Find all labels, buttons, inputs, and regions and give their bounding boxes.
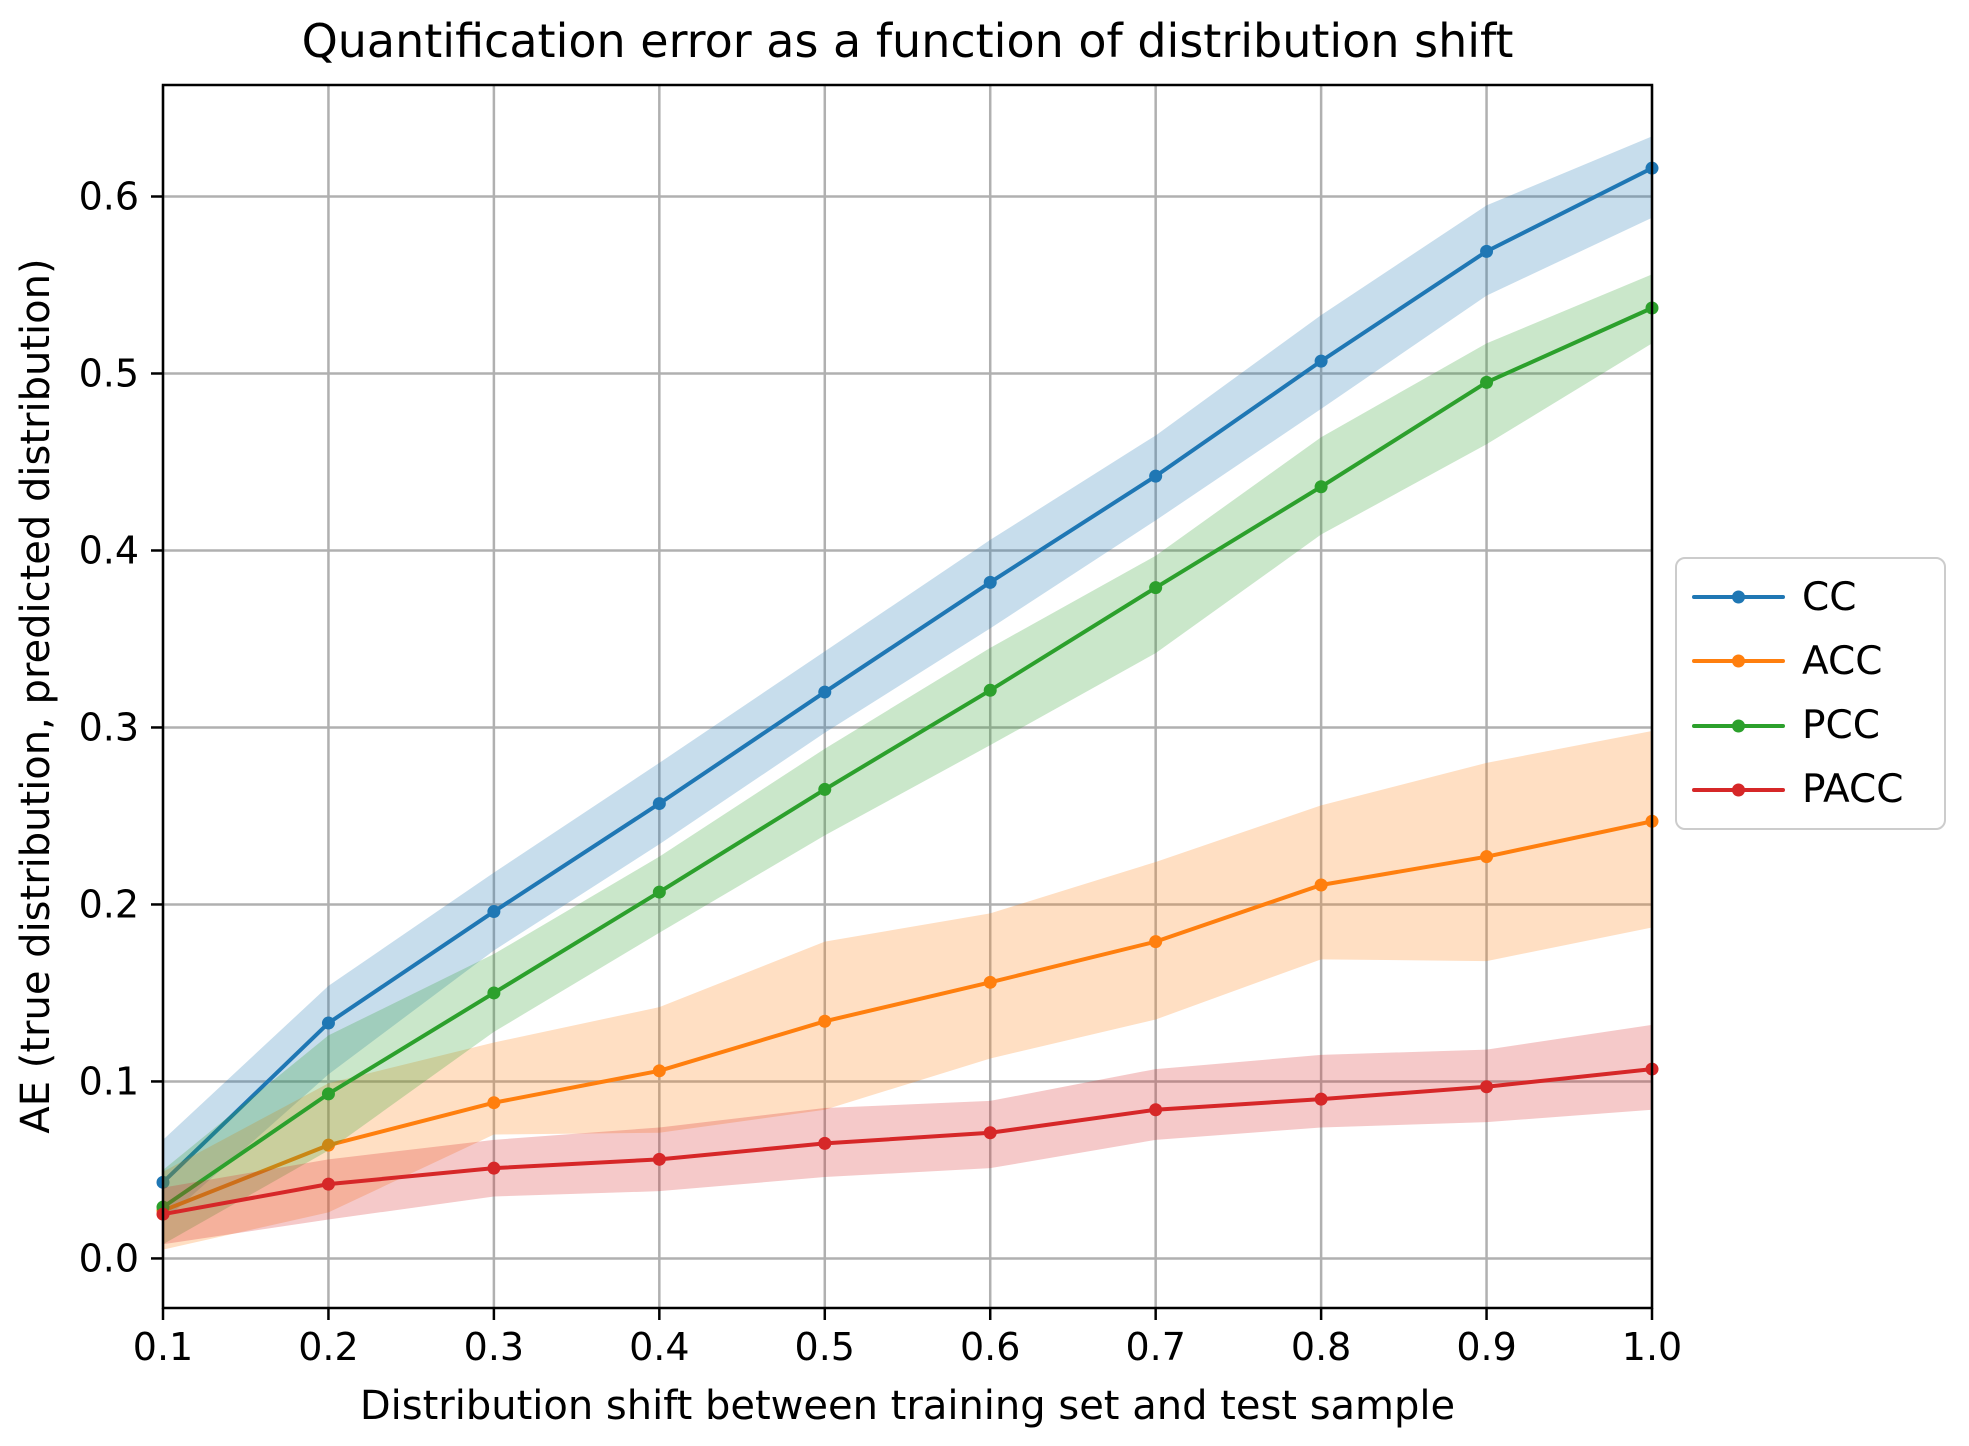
legend-marker-icon	[1732, 719, 1745, 733]
confidence-band-CC	[163, 136, 1652, 1222]
axes-box	[161, 83, 1654, 1310]
series-line-CC	[161, 166, 1654, 1185]
x-tick-label: 0.6	[960, 1325, 1020, 1369]
y-tick-label: 0.0	[79, 1236, 139, 1280]
data-point-PACC	[1149, 1103, 1163, 1117]
data-point-ACC	[1149, 935, 1163, 949]
x-tick-label: 0.7	[1125, 1325, 1185, 1369]
data-point-CC	[1149, 469, 1163, 483]
data-point-PCC	[652, 885, 666, 899]
data-point-ACC	[818, 1014, 832, 1028]
legend-item-ACC: ACC	[1677, 642, 1944, 681]
legend-item-label: CC	[1802, 574, 1857, 620]
data-point-ACC	[1480, 850, 1494, 864]
data-point-PCC	[1480, 375, 1494, 389]
y-tick-label: 0.2	[79, 882, 139, 926]
legend-marker-icon	[1732, 590, 1745, 604]
data-point-PACC	[321, 1177, 335, 1191]
data-point-PCC	[321, 1087, 335, 1101]
confidence-band-ACC	[163, 731, 1652, 1250]
data-point-PACC	[1314, 1092, 1328, 1106]
data-point-CC	[1314, 354, 1328, 368]
x-tick-label: 0.9	[1456, 1325, 1516, 1369]
data-point-PACC	[983, 1126, 997, 1140]
y-tick-label: 0.1	[79, 1059, 139, 1103]
data-point-PACC	[652, 1152, 666, 1166]
y-axis-label: AE (true distribution, predicted distrib…	[13, 258, 59, 1134]
data-point-PCC	[487, 986, 501, 1000]
data-point-PACC	[818, 1136, 832, 1150]
y-tick-label: 0.6	[79, 175, 139, 219]
legend-line-sample	[1692, 590, 1785, 604]
x-tick-label: 0.2	[298, 1325, 358, 1369]
data-point-CC	[1480, 244, 1494, 258]
data-point-PACC	[1480, 1080, 1494, 1094]
data-point-ACC	[487, 1096, 501, 1110]
x-tick-label: 0.8	[1291, 1325, 1351, 1369]
data-point-CC	[652, 797, 666, 811]
x-axis-label: Distribution shift between training set …	[359, 1383, 1456, 1429]
legend-line-sample	[1692, 654, 1785, 668]
y-tick-label: 0.5	[79, 351, 139, 395]
legend-item-label: ACC	[1802, 638, 1883, 684]
legend-marker-icon	[1732, 783, 1745, 797]
series-line-PCC	[161, 306, 1654, 1210]
x-tick-label: 0.3	[464, 1325, 524, 1369]
legend-item-PCC: PCC	[1677, 706, 1944, 745]
series-line-PACC	[161, 1067, 1654, 1217]
series-line-ACC	[161, 819, 1654, 1213]
chart-title: Quantification error as a function of di…	[301, 14, 1514, 68]
x-tick-label: 0.4	[629, 1325, 689, 1369]
confidence-band-PACC	[163, 1024, 1652, 1245]
x-tick-label: 1.0	[1622, 1325, 1682, 1369]
data-point-CC	[487, 905, 501, 919]
data-point-ACC	[1314, 878, 1328, 892]
legend-line-sample	[1692, 783, 1785, 797]
data-point-CC	[818, 685, 832, 699]
legend-item-PACC: PACC	[1677, 770, 1944, 809]
x-tick-label: 0.1	[133, 1325, 193, 1369]
data-point-CC	[321, 1016, 335, 1030]
legend: CC ACC PCC PACC	[1675, 557, 1946, 830]
x-tick-label: 0.5	[795, 1325, 855, 1369]
y-tick-label: 0.4	[79, 528, 139, 572]
data-point-CC	[983, 575, 997, 589]
data-point-PCC	[1314, 480, 1328, 494]
legend-item-CC: CC	[1677, 578, 1944, 617]
data-point-PCC	[983, 683, 997, 697]
y-tick-label: 0.3	[79, 705, 139, 749]
legend-line-sample	[1692, 719, 1785, 733]
data-point-PCC	[818, 782, 832, 796]
legend-item-label: PACC	[1802, 767, 1904, 813]
data-point-PCC	[1149, 581, 1163, 595]
data-point-ACC	[652, 1064, 666, 1078]
confidence-band-PCC	[163, 274, 1652, 1245]
legend-marker-icon	[1732, 654, 1745, 668]
data-point-ACC	[321, 1138, 335, 1152]
legend-item-label: PCC	[1802, 703, 1880, 749]
data-point-ACC	[983, 975, 997, 989]
data-point-PACC	[487, 1161, 501, 1175]
